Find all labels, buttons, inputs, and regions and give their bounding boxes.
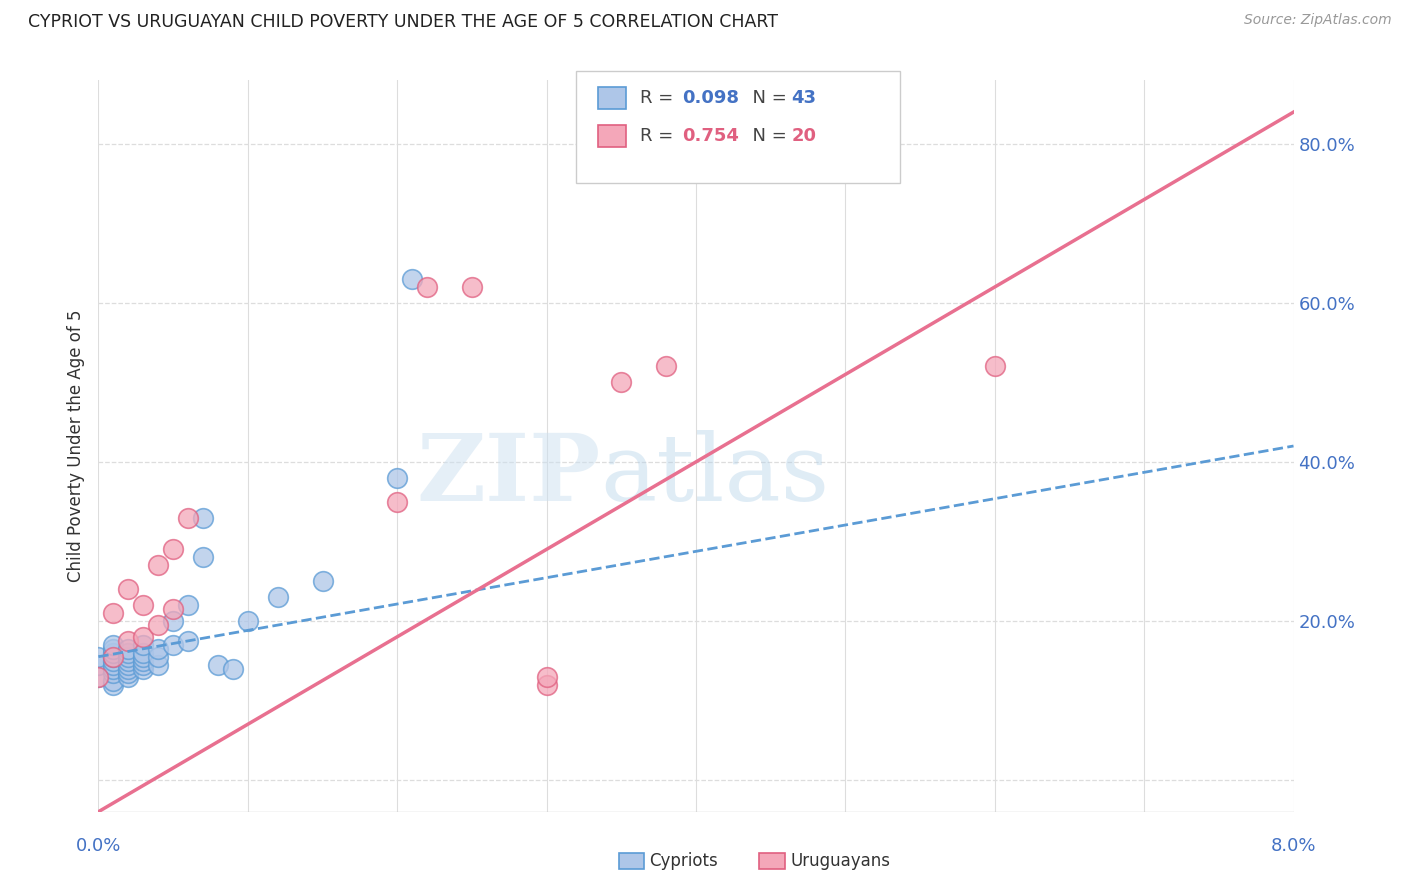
Point xyxy=(117,654,139,668)
Point xyxy=(536,669,558,683)
Point xyxy=(87,669,110,683)
Point xyxy=(103,665,125,680)
Text: Cypriots: Cypriots xyxy=(650,852,718,870)
Point xyxy=(103,649,125,664)
Point xyxy=(162,638,184,652)
Point xyxy=(103,662,125,676)
Point xyxy=(236,614,259,628)
Text: Uruguayans: Uruguayans xyxy=(790,852,890,870)
Text: ZIP: ZIP xyxy=(416,430,600,520)
Point xyxy=(132,657,155,672)
Text: N =: N = xyxy=(741,89,793,107)
Point xyxy=(148,641,170,656)
Point xyxy=(148,649,170,664)
Point xyxy=(536,677,558,691)
Point xyxy=(117,582,139,596)
Text: 20: 20 xyxy=(792,128,817,145)
Point xyxy=(117,662,139,676)
Point xyxy=(222,662,245,676)
Point xyxy=(103,657,125,672)
Point xyxy=(117,649,139,664)
Point xyxy=(385,494,409,508)
Point xyxy=(117,657,139,672)
Point xyxy=(132,662,155,676)
Point xyxy=(103,638,125,652)
Point xyxy=(103,654,125,668)
Point xyxy=(117,641,139,656)
Text: N =: N = xyxy=(741,128,793,145)
Point xyxy=(191,510,214,524)
Text: 0.754: 0.754 xyxy=(682,128,738,145)
Point xyxy=(117,665,139,680)
Point xyxy=(162,602,184,616)
Point xyxy=(87,657,110,672)
Point xyxy=(983,359,1005,374)
Point xyxy=(385,471,409,485)
Point xyxy=(177,510,200,524)
Text: Source: ZipAtlas.com: Source: ZipAtlas.com xyxy=(1244,13,1392,28)
Point xyxy=(461,280,484,294)
Point xyxy=(103,606,125,620)
Point xyxy=(87,649,110,664)
Point xyxy=(132,638,155,652)
Point xyxy=(401,272,423,286)
Point xyxy=(416,280,439,294)
Point xyxy=(162,542,184,557)
Text: 0.0%: 0.0% xyxy=(76,837,121,855)
Point xyxy=(267,590,290,604)
Y-axis label: Child Poverty Under the Age of 5: Child Poverty Under the Age of 5 xyxy=(67,310,86,582)
Point xyxy=(132,646,155,660)
Text: CYPRIOT VS URUGUAYAN CHILD POVERTY UNDER THE AGE OF 5 CORRELATION CHART: CYPRIOT VS URUGUAYAN CHILD POVERTY UNDER… xyxy=(28,13,778,31)
Point xyxy=(311,574,333,589)
Point xyxy=(191,550,214,565)
Point xyxy=(117,633,139,648)
Point xyxy=(103,646,125,660)
Point xyxy=(148,618,170,632)
Point xyxy=(103,649,125,664)
Point xyxy=(610,376,633,390)
Point xyxy=(132,654,155,668)
Point xyxy=(207,657,229,672)
Text: 8.0%: 8.0% xyxy=(1271,837,1316,855)
Point xyxy=(655,359,678,374)
Point xyxy=(177,633,200,648)
Point xyxy=(117,669,139,683)
Point xyxy=(103,677,125,691)
Point xyxy=(177,598,200,612)
Point xyxy=(103,641,125,656)
Point xyxy=(162,614,184,628)
Text: atlas: atlas xyxy=(600,430,830,520)
Point xyxy=(117,646,139,660)
Text: R =: R = xyxy=(640,89,679,107)
Point xyxy=(148,558,170,573)
Point xyxy=(132,598,155,612)
Point xyxy=(132,630,155,644)
Point xyxy=(103,673,125,688)
Point xyxy=(87,669,110,683)
Point xyxy=(148,657,170,672)
Text: R =: R = xyxy=(640,128,679,145)
Point xyxy=(132,649,155,664)
Text: 0.098: 0.098 xyxy=(682,89,740,107)
Text: 43: 43 xyxy=(792,89,817,107)
